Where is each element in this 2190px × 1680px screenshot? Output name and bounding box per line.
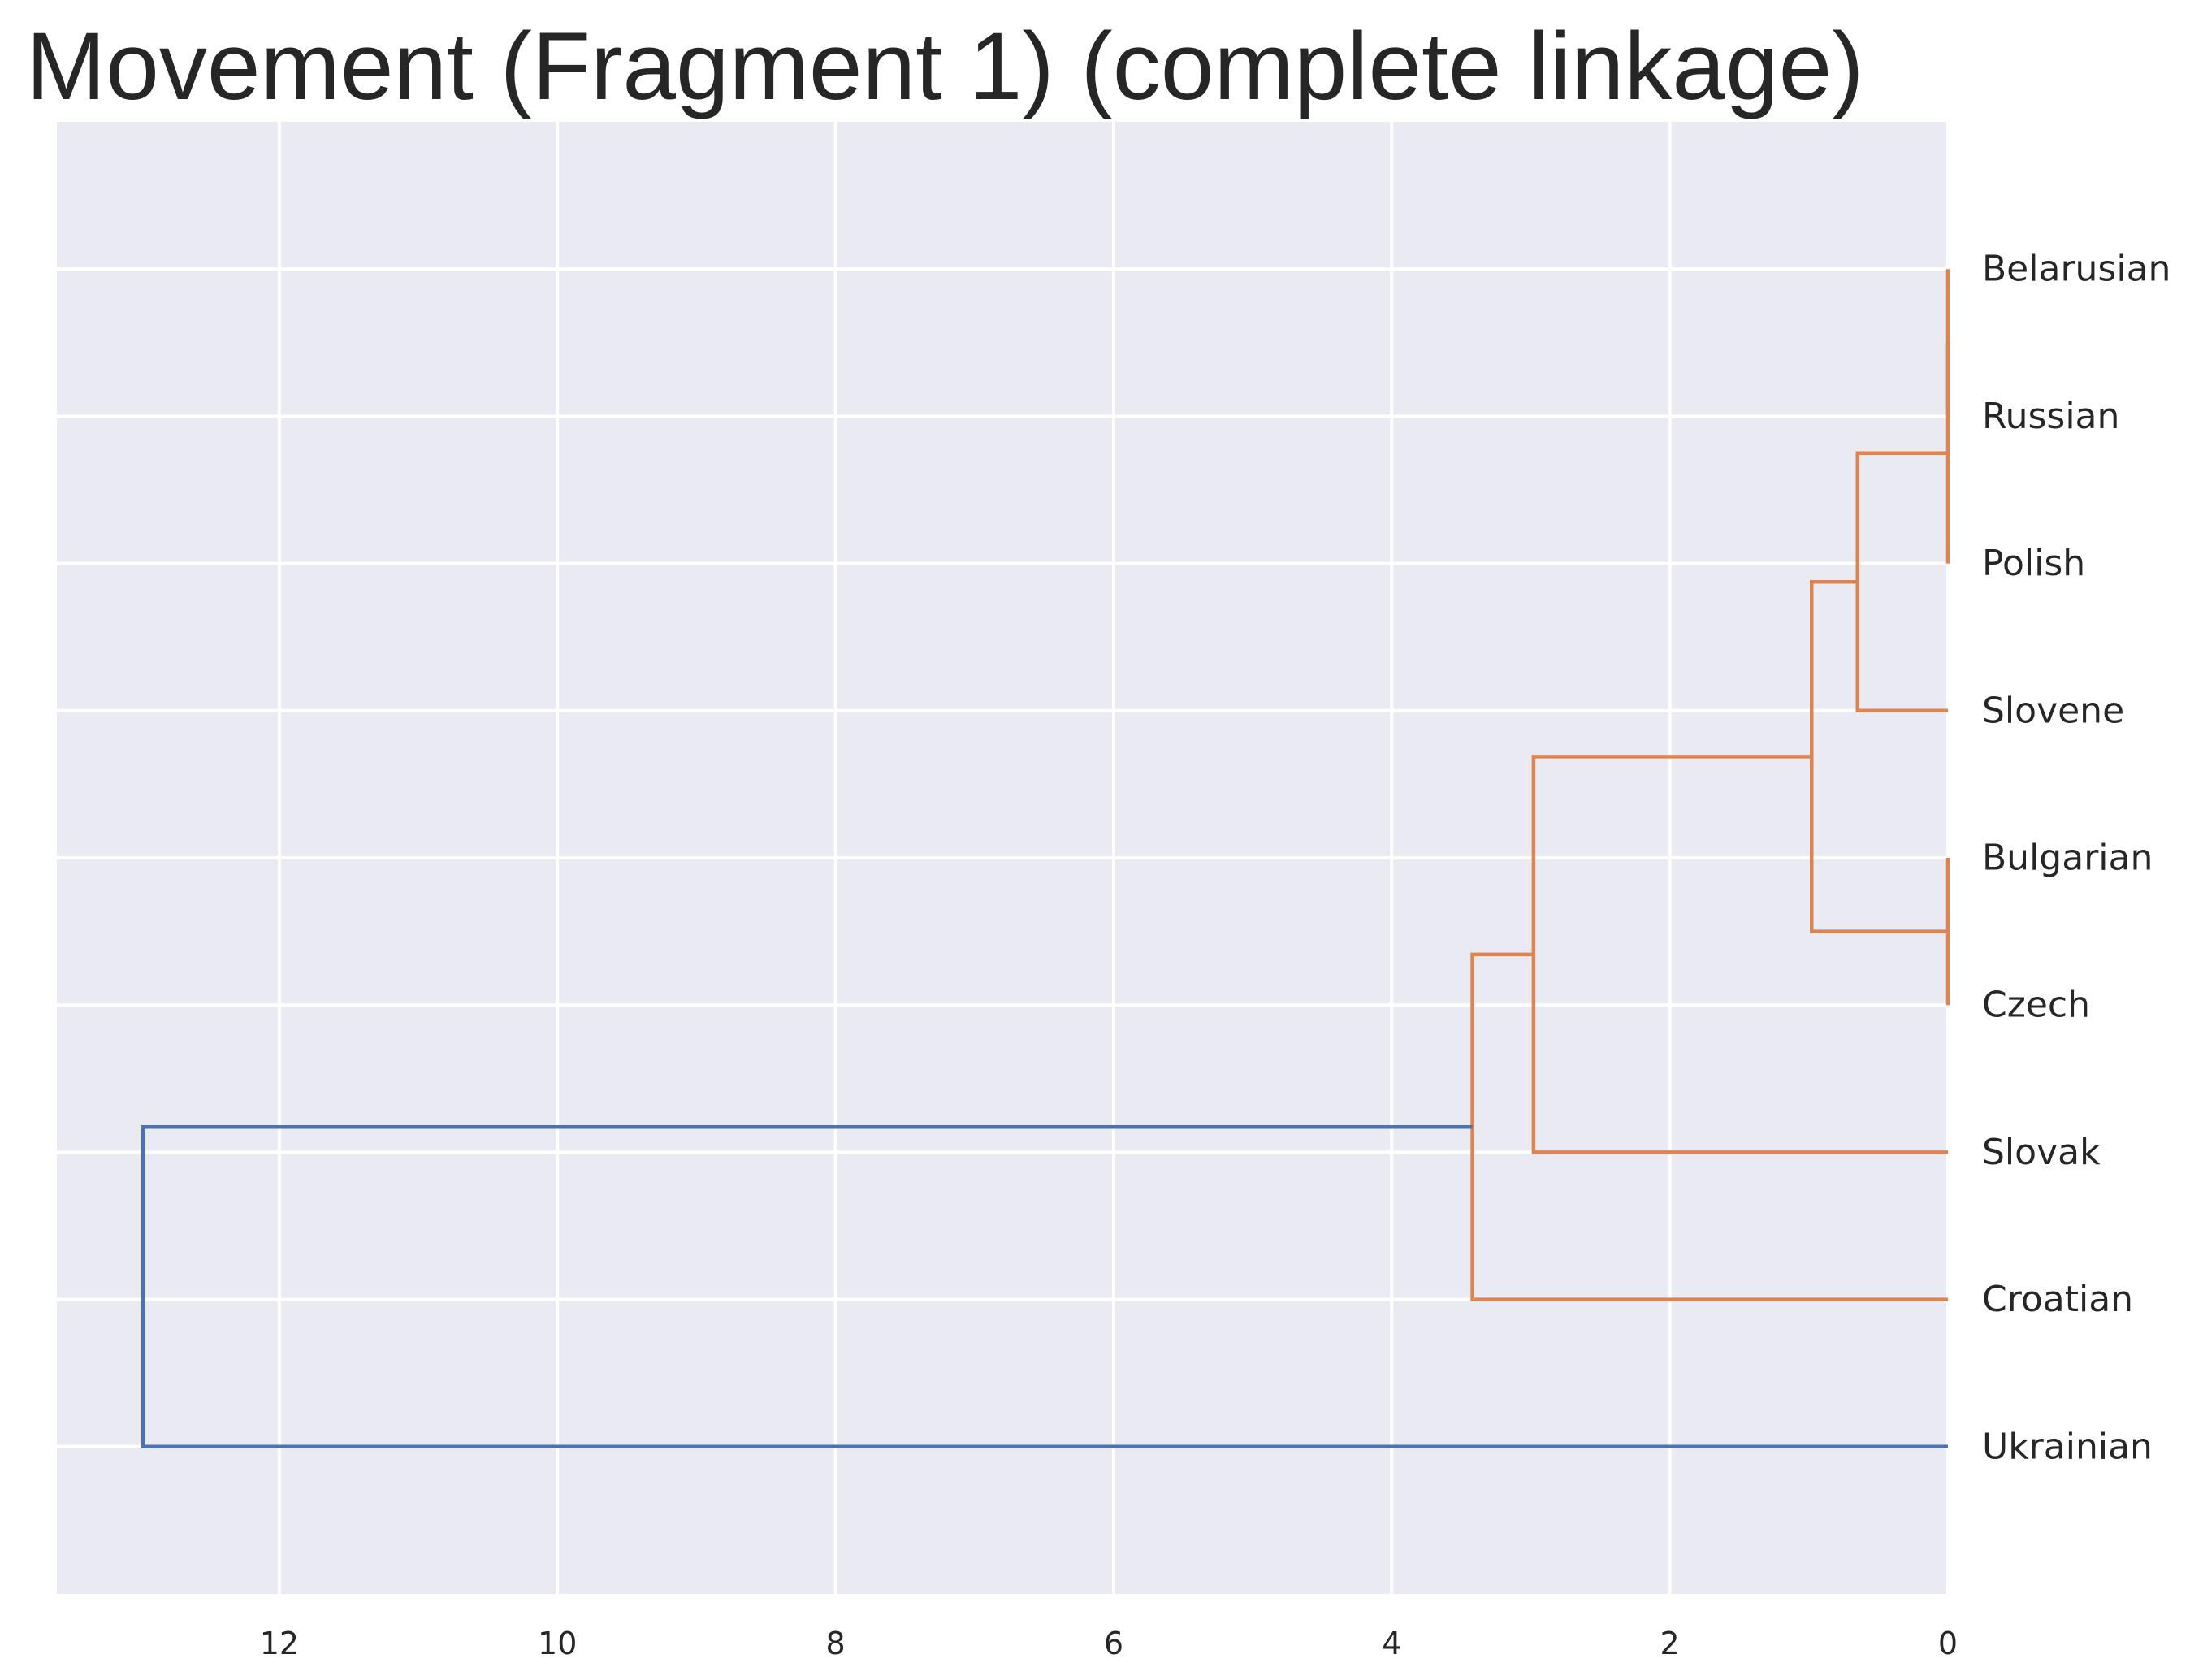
leaf-label: Slovak: [1982, 1132, 2101, 1173]
chart-title: Movement (Fragment 1) (complete linkage): [26, 13, 1864, 120]
dendrogram-link: [141, 1125, 1948, 1449]
dendrogram-link: [1470, 952, 1948, 1301]
x-tick-label: 0: [1938, 1626, 1958, 1661]
leaf-label: Russian: [1982, 396, 2119, 437]
dendrogram-links: [141, 269, 1950, 1449]
x-tick-label: 10: [538, 1626, 577, 1661]
x-axis-ticks: 12 10 8 6 4 2 0: [260, 1626, 1958, 1661]
leaf-label: Bulgarian: [1982, 838, 2153, 879]
leaf-label: Belarusian: [1982, 249, 2171, 290]
leaf-label: Slovene: [1982, 690, 2124, 731]
x-tick-label: 4: [1382, 1626, 1401, 1661]
grid-lines: [57, 122, 1950, 1594]
leaf-label: Czech: [1982, 985, 2090, 1026]
leaf-label: Ukrainian: [1982, 1426, 2153, 1467]
leaf-label: Polish: [1982, 543, 2085, 584]
x-tick-label: 6: [1104, 1626, 1123, 1661]
leaf-label: Croatian: [1982, 1279, 2133, 1320]
dendrogram-link: [1810, 580, 1948, 933]
x-tick-label: 8: [825, 1626, 845, 1661]
leaf-labels: Belarusian Russian Polish Slovene Bulgarian C…: [1982, 249, 2171, 1468]
x-tick-label: 12: [260, 1626, 299, 1661]
x-tick-label: 2: [1660, 1626, 1680, 1661]
dendrogram-link: [1855, 451, 1948, 713]
